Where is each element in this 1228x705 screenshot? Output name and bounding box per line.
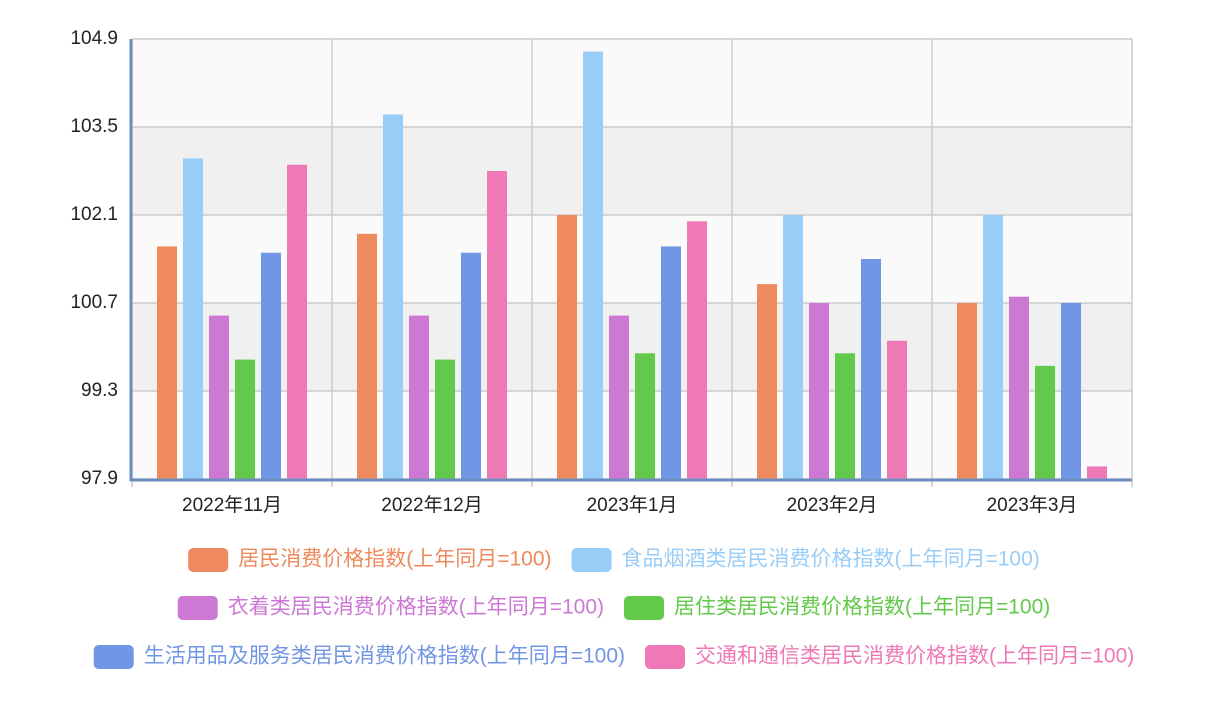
x-tick-label: 2023年1月: [587, 494, 678, 516]
y-tick-label: 99.3: [81, 380, 118, 401]
legend-label: 生活用品及服务类居民消费价格指数(上年同月=100): [144, 645, 625, 668]
bar: [209, 315, 229, 479]
y-tick-label: 102.1: [70, 204, 118, 225]
y-tick-label: 104.9: [70, 28, 118, 49]
legend-label: 食品烟酒类居民消费价格指数(上年同月=100): [622, 548, 1040, 571]
x-tick-label: 2023年2月: [787, 494, 878, 516]
plot-band: [132, 127, 1132, 215]
legend-item[interactable]: 居住类居民消费价格指数(上年同月=100): [624, 596, 1050, 620]
plot-band: [132, 303, 1132, 391]
legend-item[interactable]: 衣着类居民消费价格指数(上年同月=100): [177, 596, 604, 620]
x-tick-label: 2023年3月: [987, 494, 1078, 516]
plot-band: [132, 391, 1132, 479]
legend-item[interactable]: 生活用品及服务类居民消费价格指数(上年同月=100): [93, 645, 625, 669]
bar: [757, 284, 777, 479]
bar: [487, 171, 507, 479]
bar: [235, 359, 255, 479]
legend-swatch: [571, 548, 612, 572]
bar: [1087, 466, 1107, 479]
bar: [183, 158, 203, 479]
plot-band: [132, 39, 1132, 127]
bar: [1009, 296, 1029, 479]
legend-swatch: [93, 645, 134, 669]
bar: [157, 246, 177, 479]
bar: [957, 303, 977, 479]
legend-label: 居住类居民消费价格指数(上年同月=100): [674, 596, 1050, 619]
bar: [383, 114, 403, 479]
bar: [635, 353, 655, 479]
bar: [435, 359, 455, 479]
bar: [783, 215, 803, 479]
bar: [661, 246, 681, 479]
bar: [687, 221, 707, 480]
legend-item[interactable]: 居民消费价格指数(上年同月=100): [188, 548, 552, 572]
bar: [809, 303, 829, 479]
plot-band: [132, 215, 1132, 303]
bar: [1035, 365, 1055, 479]
bar: [357, 233, 377, 479]
bar: [461, 252, 481, 479]
bar: [583, 51, 603, 479]
y-tick-label: 103.5: [70, 116, 118, 137]
legend-label: 交通和通信类居民消费价格指数(上年同月=100): [695, 645, 1134, 668]
legend-item[interactable]: 交通和通信类居民消费价格指数(上年同月=100): [645, 645, 1134, 669]
bar: [1061, 303, 1081, 479]
x-tick-label: 2022年11月: [182, 494, 282, 516]
legend-label: 居民消费价格指数(上年同月=100): [238, 548, 551, 571]
legend-swatch: [188, 548, 229, 572]
bar: [983, 215, 1003, 479]
bar: [861, 259, 881, 479]
legend-label: 衣着类居民消费价格指数(上年同月=100): [228, 596, 604, 619]
legend-swatch: [645, 645, 685, 669]
legend-item[interactable]: 食品烟酒类居民消费价格指数(上年同月=100): [571, 548, 1040, 572]
bar: [887, 340, 907, 479]
legend-swatch: [177, 596, 218, 620]
bar: [287, 164, 307, 479]
x-tick-label: 2022年12月: [381, 494, 482, 516]
y-tick-label: 97.9: [81, 468, 118, 489]
legend-swatch: [624, 596, 664, 620]
bar: [261, 252, 281, 479]
bar: [835, 353, 855, 479]
bar: [557, 215, 577, 479]
bar: [409, 315, 429, 479]
y-tick-label: 100.7: [70, 292, 118, 313]
bar: [609, 315, 629, 479]
